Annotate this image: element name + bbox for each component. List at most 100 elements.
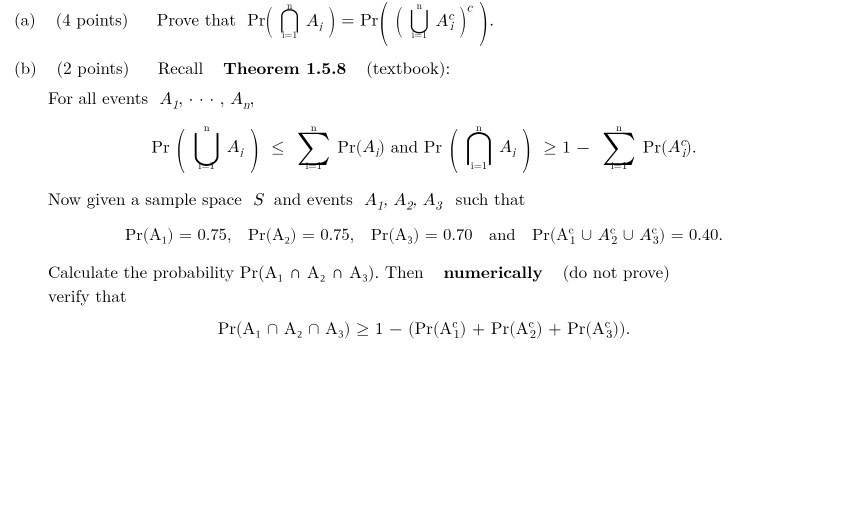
p3: Pr(A₃) = 0.70	[371, 228, 473, 244]
lp1-icon: (	[176, 131, 186, 166]
intersect-big: n ⋂ i=1	[466, 124, 493, 173]
part-b: (b) (2 points) Recall Theorem 1.5.8 (tex…	[14, 55, 834, 339]
p4a2: A	[598, 228, 610, 244]
ai2s: i	[375, 148, 378, 160]
events-list: A1, · · · , An	[154, 91, 250, 108]
verify: verify that	[48, 283, 126, 307]
ai3: Ai	[499, 139, 515, 156]
part-a-points: (4 points)	[56, 6, 129, 30]
ai-sub: i	[319, 21, 322, 33]
cup-big-icon: ⋃	[193, 135, 220, 162]
a1b: A	[364, 192, 377, 209]
comma: ,	[250, 85, 255, 109]
such-that: such that	[447, 186, 525, 210]
ai4s: i	[682, 148, 685, 160]
pr-text: Pr	[247, 12, 265, 29]
praic: Pr(Aci).	[643, 139, 697, 156]
ai-a: A	[306, 13, 319, 30]
calc-text: Calculate the probability Pr(A₁ ∩ A₂ ∩ A…	[48, 259, 424, 283]
textbook: (textbook):	[366, 55, 450, 79]
sum1: n ∑ i=1	[297, 124, 331, 173]
lp2-icon: (	[448, 131, 458, 166]
union-big: n ⋃ i=1	[193, 124, 220, 173]
prai: Pr(Ai)	[337, 139, 385, 156]
p1: Pr(A₁) = 0.75,	[125, 228, 231, 244]
p4val: ) = 0.40.	[659, 228, 723, 244]
rp1-icon: )	[249, 131, 259, 166]
ge-sym: ≥	[543, 139, 556, 156]
limit-bot-2: i=1	[410, 31, 429, 41]
rp2-icon: )	[521, 131, 531, 166]
a2b: A	[393, 192, 406, 209]
and-events: and events	[274, 186, 353, 210]
numerically: numerically	[443, 260, 542, 284]
aic: Aci	[436, 13, 454, 30]
plus1: ) + Pr(A	[460, 321, 529, 338]
ai1a: A	[227, 139, 240, 156]
aic-sub: i	[450, 21, 453, 33]
cup-icon: ⋃	[410, 12, 429, 32]
outer-c: c	[467, 2, 473, 14]
and-txt: and	[489, 228, 516, 244]
cap-icon: ⋂	[280, 12, 299, 32]
ai3s: i	[512, 148, 515, 160]
pr2: Pr	[337, 139, 355, 156]
part-b-points: (2 points)	[57, 55, 130, 79]
cup1: ∪	[576, 228, 598, 244]
p2: Pr(A₂) = 0.75,	[248, 228, 354, 244]
an-sub: n	[243, 100, 250, 112]
part-a-label: (a)	[14, 6, 36, 30]
part-a-line: (a) (4 points) Prove that Pr( n ⋂ i=1 Ai…	[14, 2, 834, 41]
do-not-prove: (do not prove)	[563, 259, 670, 283]
s-space: S	[247, 192, 268, 209]
a123: A1, A2, A3	[358, 192, 447, 209]
and-text: and	[391, 139, 424, 156]
sum2: n ∑ i=1	[602, 124, 636, 173]
pd1: .	[692, 139, 697, 156]
a2bs: 2	[406, 200, 412, 212]
final-end: )).	[612, 321, 630, 338]
ineq1: Pr ( n ⋃ i=1 Ai ) ≤ n ∑ i=1 Pr(Ai) and P…	[151, 124, 696, 173]
an-a: A	[230, 91, 243, 108]
rparen-icon: )	[328, 9, 336, 33]
part-b-label: (b)	[14, 55, 37, 79]
recall: Recall	[158, 55, 204, 79]
page: (a) (4 points) Prove that Pr( n ⋂ i=1 Ai…	[0, 0, 848, 364]
ai1s: i	[239, 148, 242, 160]
lparen-icon: (	[266, 9, 274, 33]
p4: Pr(Ac1 ∪ Ac2 ∪ Ac3) = 0.40.	[532, 228, 723, 244]
limit-bot: i=1	[280, 31, 299, 41]
a3bs: 3	[435, 200, 441, 212]
a1bs: 1	[377, 200, 383, 212]
p4a3: A	[639, 228, 651, 244]
plus2: ) + Pr(A	[536, 321, 605, 338]
one-minus: 1 −	[562, 139, 589, 156]
pr-text-2: Pr	[360, 13, 378, 30]
cap-big-icon: ⋂	[466, 135, 493, 162]
aic-a: A	[436, 13, 449, 30]
rparen-big-icon: )	[478, 4, 488, 39]
cup2: ∪	[617, 228, 639, 244]
ai2a: A	[362, 139, 375, 156]
theorem-ref: Theorem 1.5.8	[223, 56, 346, 80]
a1-a: A	[159, 91, 172, 108]
pr3: Pr	[424, 139, 442, 156]
dotsep: , · · · ,	[178, 91, 224, 108]
le-sym: ≤	[271, 139, 284, 156]
final-lhs: Pr(A₁ ∩ A₂ ∩ A₃) ≥ 1 − (Pr(A	[218, 321, 453, 338]
final-display: Pr(A₁ ∩ A₂ ∩ A₃) ≥ 1 − (Pr(Ac1) + Pr(Ac2…	[14, 319, 834, 340]
calc-line: Calculate the probability Pr(A₁ ∩ A₂ ∩ A…	[14, 260, 834, 307]
inequality-display: Pr ( n ⋃ i=1 Ai ) ≤ n ∑ i=1 Pr(Ai) and P…	[14, 124, 834, 173]
pr4: Pr	[643, 139, 661, 156]
le1: ≤	[265, 139, 290, 156]
a3b: A	[423, 192, 436, 209]
lparen-big-icon: (	[379, 4, 389, 39]
now-given: Now given a sample space S and events A1…	[14, 187, 834, 213]
ai: Ai	[306, 13, 322, 30]
part-b-header: (b) (2 points) Recall Theorem 1.5.8 (tex…	[14, 55, 834, 80]
part-a-eq: Pr( n ⋂ i=1 Ai ) = Pr( ( n ⋃ i=1	[242, 2, 494, 41]
such-that-text: such that	[456, 186, 526, 210]
ai4c: c	[680, 137, 685, 149]
for-all-line: For all events A1, · · · , An,	[14, 86, 834, 112]
now-given-text: Now given a sample space	[48, 186, 242, 210]
